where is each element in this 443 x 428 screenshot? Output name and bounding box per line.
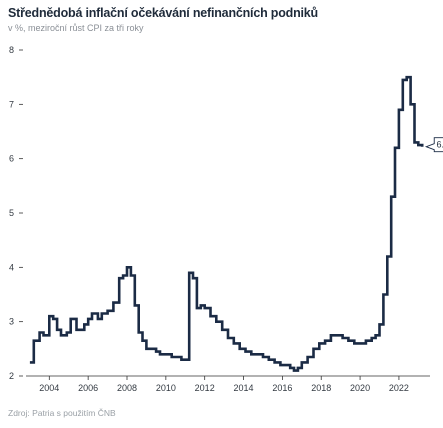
x-tick-label: 2018 — [311, 383, 331, 393]
x-tick-label: 2004 — [39, 383, 59, 393]
end-value-callout — [424, 137, 443, 153]
chart-subtitle: v %, meziroční růst CPI za tři roky — [8, 23, 144, 33]
x-tick-label: 2006 — [78, 383, 98, 393]
x-tick-label: 2016 — [272, 383, 292, 393]
x-tick-label: 2014 — [234, 383, 254, 393]
y-tick-label: 3 — [9, 317, 14, 327]
y-tick-label: 7 — [9, 99, 14, 109]
y-tick-label: 4 — [9, 262, 14, 272]
chart-source: Zdroj: Patria s použitím ČNB — [8, 408, 116, 418]
x-tick-label: 2008 — [117, 383, 137, 393]
x-tick-label: 2010 — [156, 383, 176, 393]
y-tick-label: 2 — [9, 371, 14, 381]
x-tick-label: 2020 — [350, 383, 370, 393]
x-tick-label: 2022 — [389, 383, 409, 393]
chart-title: Střednědobá inflační očekávání nefinančn… — [8, 6, 318, 20]
y-tick-label: 5 — [9, 208, 14, 218]
x-tick-label: 2012 — [195, 383, 215, 393]
y-tick-label: 6 — [9, 154, 14, 164]
end-value-label: 6.22 — [436, 140, 443, 150]
y-tick-label: 8 — [9, 45, 14, 55]
series-line — [29, 75, 424, 372]
